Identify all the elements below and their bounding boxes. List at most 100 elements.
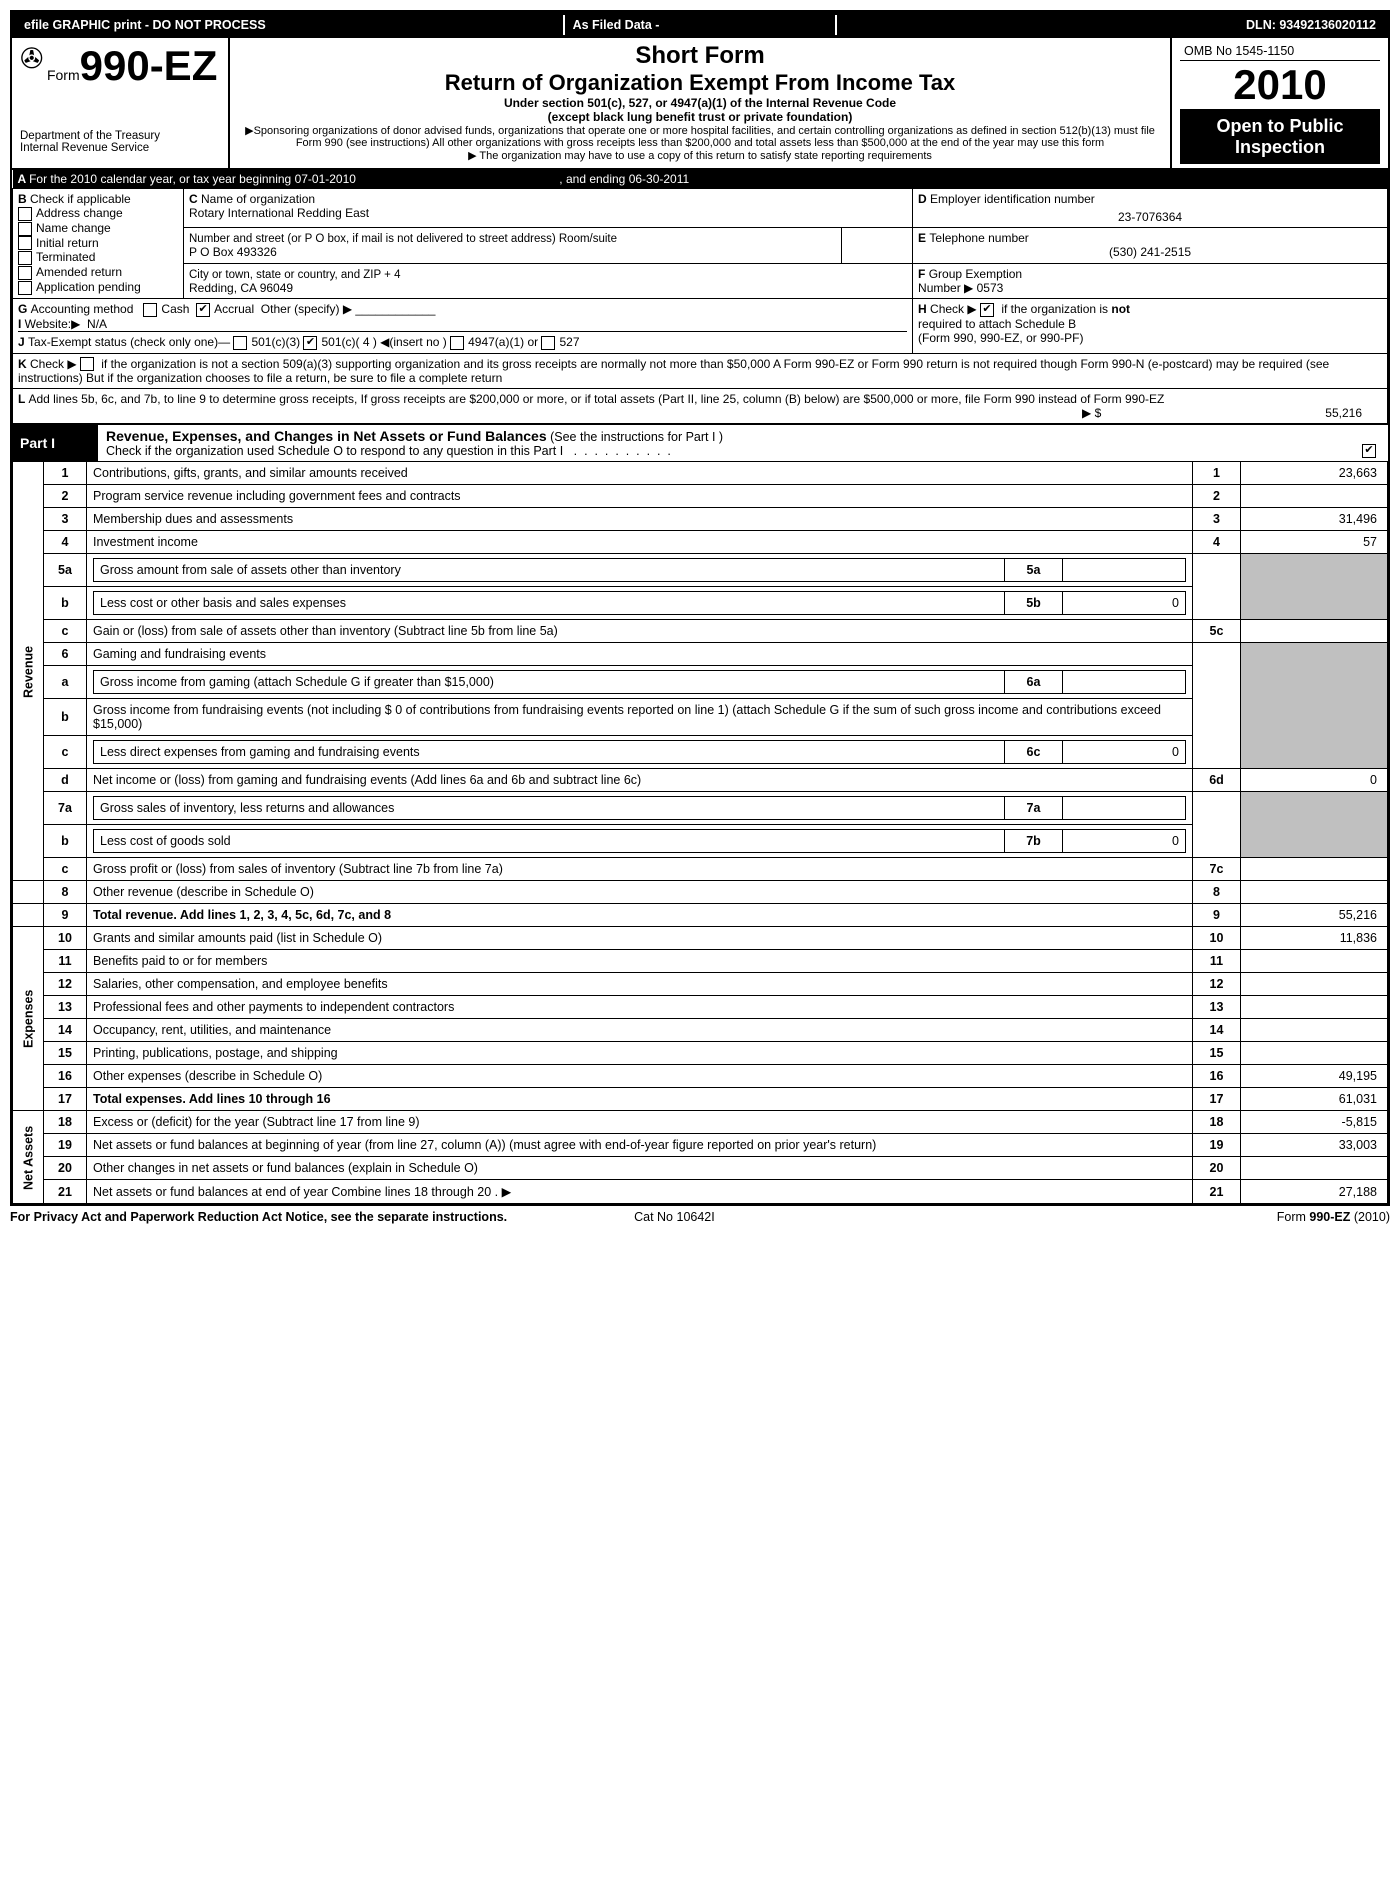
- line-7a-desc: Gross sales of inventory, less returns a…: [94, 797, 1005, 820]
- footer-left: For Privacy Act and Paperwork Reduction …: [10, 1210, 507, 1224]
- check-term[interactable]: [18, 251, 32, 265]
- line-A-end: , and ending 06-30-2011: [359, 172, 689, 186]
- phone-value: (530) 241-2515: [918, 245, 1382, 259]
- street-label: Number and street (or P O box, if mail i…: [189, 233, 617, 245]
- line-12-desc: Salaries, other compensation, and employ…: [87, 973, 1193, 996]
- line-14-desc: Occupancy, rent, utilities, and maintena…: [87, 1019, 1193, 1042]
- omb-number: OMB No 1545-1150: [1180, 42, 1380, 61]
- line-4-desc: Investment income: [87, 531, 1193, 554]
- tax-exempt: Tax-Exempt status: [28, 335, 127, 349]
- line-6d-amt: 0: [1241, 769, 1388, 792]
- line-1-amt: 23,663: [1241, 462, 1388, 485]
- efile-dln: DLN: 93492136020112: [836, 15, 1382, 35]
- city-label: City or town, state or country, and ZIP …: [189, 269, 400, 281]
- check-H[interactable]: ✔: [980, 303, 994, 317]
- form-container: efile GRAPHIC print - DO NOT PROCESS As …: [10, 10, 1390, 1206]
- check-app[interactable]: [18, 281, 32, 295]
- line-4-amt: 57: [1241, 531, 1388, 554]
- line-19-amt: 33,003: [1241, 1134, 1388, 1157]
- efile-left: efile GRAPHIC print - DO NOT PROCESS: [18, 15, 564, 35]
- line-17-amt: 61,031: [1241, 1088, 1388, 1111]
- line-19-desc: Net assets or fund balances at beginning…: [87, 1134, 1193, 1157]
- ein-value: 23-7076364: [918, 206, 1382, 224]
- check-4947[interactable]: [450, 336, 464, 350]
- line-6b-desc: Gross income from fundraising events (no…: [87, 699, 1193, 736]
- line-6c-desc: Less direct expenses from gaming and fun…: [94, 741, 1005, 764]
- check-name[interactable]: [18, 222, 32, 236]
- check-501c3[interactable]: [233, 336, 247, 350]
- line-7b-desc: Less cost of goods sold: [94, 830, 1005, 853]
- part1-label: Part I: [12, 425, 98, 461]
- line-6-desc: Gaming and fundraising events: [87, 643, 1193, 666]
- check-K[interactable]: [80, 357, 94, 371]
- footer-right: Form 990-EZ (2010): [1277, 1210, 1390, 1224]
- line-16-desc: Other expenses (describe in Schedule O): [87, 1065, 1193, 1088]
- line-16-amt: 49,195: [1241, 1065, 1388, 1088]
- check-part1[interactable]: ✔: [1362, 444, 1376, 458]
- line-17-desc: Total expenses. Add lines 10 through 16: [87, 1088, 1193, 1111]
- footer-row: For Privacy Act and Paperwork Reduction …: [10, 1206, 1390, 1224]
- sponsor-text: ▶Sponsoring organizations of donor advis…: [238, 124, 1162, 149]
- form-label: ✇ Form990-EZ: [20, 42, 220, 90]
- irs-label: Internal Revenue Service: [20, 142, 220, 154]
- line-F-label: Group Exemption: [929, 267, 1022, 281]
- acct-method: Accounting method: [31, 302, 134, 316]
- line-L-val: 55,216: [1325, 406, 1382, 420]
- line-5b-amt: 0: [1063, 592, 1186, 615]
- expenses-side-label: Expenses: [13, 927, 44, 1111]
- line-20-desc: Other changes in net assets or fund bala…: [87, 1157, 1193, 1180]
- website-val: N/A: [87, 317, 107, 331]
- check-cash[interactable]: [143, 303, 157, 317]
- line-6d-desc: Net income or (loss) from gaming and fun…: [87, 769, 1193, 792]
- org-name: Rotary International Redding East: [189, 206, 369, 220]
- line-6a-desc: Gross income from gaming (attach Schedul…: [94, 671, 1005, 694]
- line-18-amt: -5,815: [1241, 1111, 1388, 1134]
- open-public-box: Open to PublicInspection: [1180, 110, 1380, 164]
- line-2-desc: Program service revenue including govern…: [87, 485, 1193, 508]
- line-A: For the 2010 calendar year, or tax year …: [29, 172, 356, 186]
- line-13-desc: Professional fees and other payments to …: [87, 996, 1193, 1019]
- check-addr[interactable]: [18, 207, 32, 221]
- form-number: 990-EZ: [80, 42, 218, 89]
- line-3-amt: 31,496: [1241, 508, 1388, 531]
- line-7c-desc: Gross profit or (loss) from sales of inv…: [87, 858, 1193, 881]
- check-527[interactable]: [541, 336, 555, 350]
- website-label: Website:▶: [25, 317, 81, 331]
- line-6c-amt: 0: [1063, 741, 1186, 764]
- except-text: (except black lung benefit trust or priv…: [238, 110, 1162, 124]
- line-E-label: Telephone number: [929, 231, 1028, 245]
- form-year: 2010: [1180, 61, 1380, 110]
- dept-treasury: Department of the Treasury: [20, 130, 220, 142]
- line-5a-desc: Gross amount from sale of assets other t…: [94, 559, 1005, 582]
- line-15-desc: Printing, publications, postage, and shi…: [87, 1042, 1193, 1065]
- part1-checkline: Check if the organization used Schedule …: [106, 444, 563, 458]
- street-value: P O Box 493326: [189, 245, 277, 259]
- state-copy: ▶ The organization may have to use a cop…: [238, 149, 1162, 162]
- line-D-label: Employer identification number: [930, 192, 1095, 206]
- line-1-desc: Contributions, gifts, grants, and simila…: [87, 462, 1193, 485]
- line-K-text: if the organization is not a section 509…: [18, 357, 1329, 386]
- check-accrual[interactable]: ✔: [196, 303, 210, 317]
- line-5c-desc: Gain or (loss) from sale of assets other…: [87, 620, 1193, 643]
- line-21-desc: Net assets or fund balances at end of ye…: [87, 1180, 1193, 1204]
- line-8-desc: Other revenue (describe in Schedule O): [87, 881, 1193, 904]
- return-title: Return of Organization Exempt From Incom…: [238, 70, 1162, 96]
- line-11-desc: Benefits paid to or for members: [87, 950, 1193, 973]
- line-9-amt: 55,216: [1241, 904, 1388, 927]
- netassets-side-label: Net Assets: [13, 1111, 44, 1204]
- check-initial[interactable]: [18, 236, 32, 250]
- line-5b-desc: Less cost or other basis and sales expen…: [94, 592, 1005, 615]
- check-amend[interactable]: [18, 266, 32, 280]
- efile-mid: As Filed Data -: [564, 15, 837, 35]
- efile-bar: efile GRAPHIC print - DO NOT PROCESS As …: [11, 11, 1389, 38]
- line-9-desc: Total revenue. Add lines 1, 2, 3, 4, 5c,…: [87, 904, 1193, 927]
- line-L-text: Add lines 5b, 6c, and 7b, to line 9 to d…: [28, 392, 1164, 406]
- line-10-desc: Grants and similar amounts paid (list in…: [87, 927, 1193, 950]
- line-18-desc: Excess or (deficit) for the year (Subtra…: [87, 1111, 1193, 1134]
- line-7b-amt: 0: [1063, 830, 1186, 853]
- line-C-label: Name of organization: [201, 192, 315, 206]
- line-B-label: Check if applicable: [30, 192, 131, 206]
- check-501c[interactable]: ✔: [303, 336, 317, 350]
- line-3-desc: Membership dues and assessments: [87, 508, 1193, 531]
- group-num: Number ▶ 0573: [918, 281, 1003, 295]
